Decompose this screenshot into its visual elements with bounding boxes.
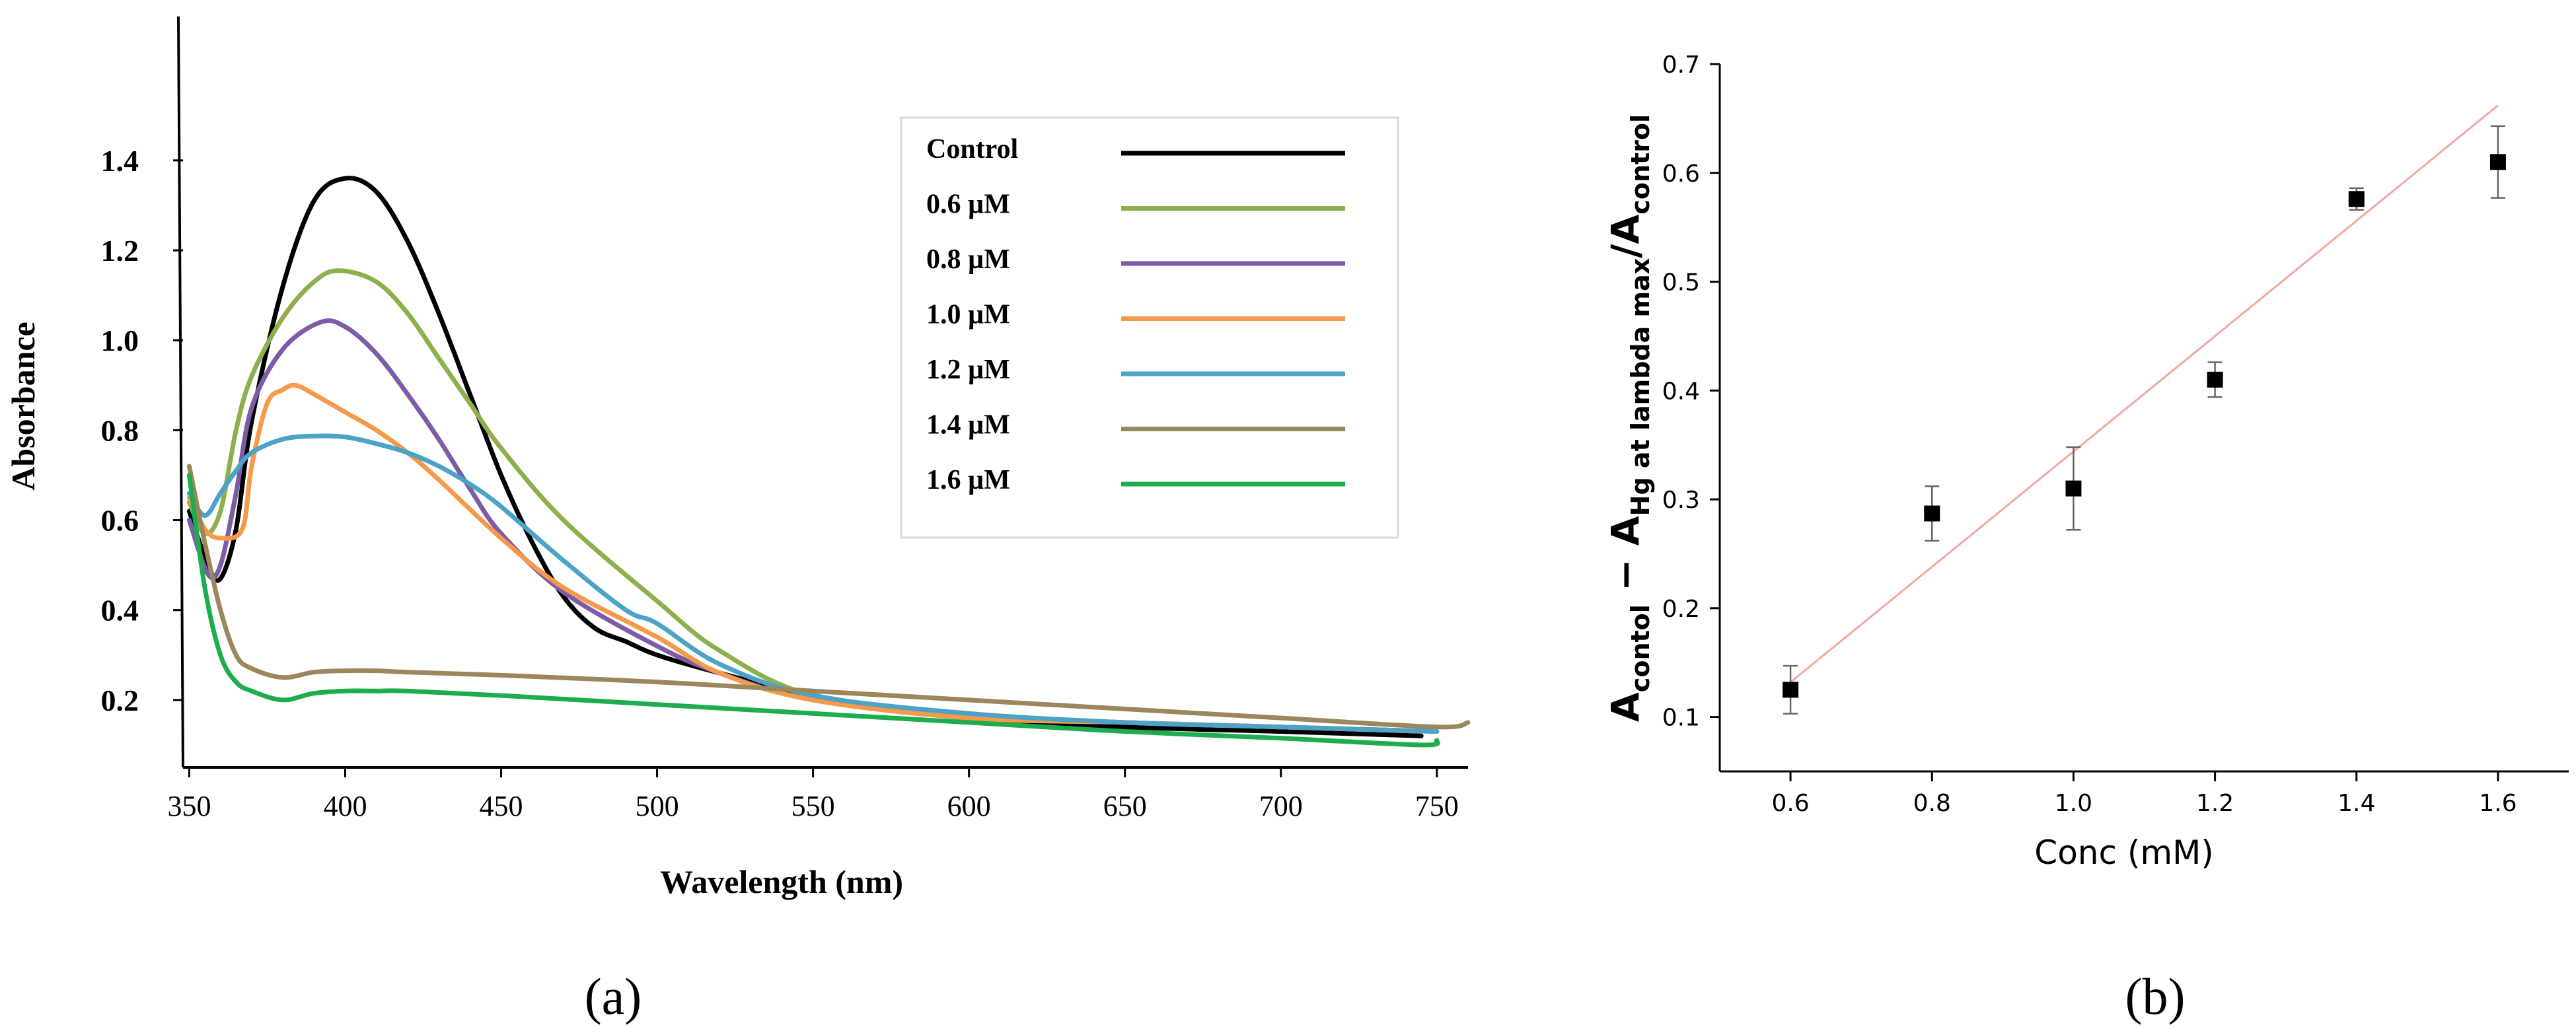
- a-y-tick-label: 0.8: [101, 413, 139, 447]
- a-x-axis-label: Wavelength (nm): [660, 863, 903, 900]
- a-legend-label: 1.4 µM: [926, 410, 1010, 441]
- a-legend-label: 1.6 µM: [926, 465, 1010, 495]
- b-x-tick-label: 1.2: [2196, 790, 2234, 817]
- b-y-label-a2: A: [1603, 516, 1648, 546]
- a-x-tick-label: 350: [167, 790, 211, 822]
- b-x-ticks: 0.6 0.8 1.0 1.2 1.4 1.6: [1771, 771, 2517, 817]
- a-y-tick-label: 0.4: [101, 594, 139, 627]
- b-y-tick-label: 0.4: [1662, 378, 1700, 405]
- b-y-label-sub1: contol: [1626, 604, 1655, 692]
- b-x-tick-label: 0.8: [1913, 790, 1951, 817]
- a-series-line: [186, 433, 1440, 734]
- a-x-tick-label: 500: [636, 790, 679, 822]
- a-y-tick-label: 1.0: [101, 324, 139, 357]
- absorbance-series-group: [186, 176, 1471, 748]
- b-y-ticks: 0.1 0.2 0.3 0.4 0.5 0.6 0.7: [1662, 52, 1720, 732]
- a-x-tick-label: 750: [1415, 790, 1459, 822]
- b-x-tick-label: 1.0: [2055, 790, 2092, 817]
- a-legend-label: 0.6 µM: [926, 190, 1010, 220]
- b-data-point: [2207, 371, 2223, 388]
- b-y-tick-label: 0.5: [1662, 269, 1700, 297]
- b-data-point: [1924, 505, 1940, 522]
- a-legend-label: Control: [926, 134, 1018, 164]
- a-y-ticks: 0.2 0.4 0.6 0.8 1.0 1.2 1.4: [101, 144, 183, 717]
- b-data-point: [2065, 480, 2082, 497]
- a-series-line: [186, 464, 1471, 730]
- b-y-tick-label: 0.6: [1662, 160, 1700, 188]
- a-y-tick-label: 0.6: [101, 504, 139, 538]
- b-y-tick-label: 0.1: [1662, 705, 1700, 732]
- a-x-tick-label: 700: [1259, 790, 1303, 822]
- b-x-tick-label: 0.6: [1771, 790, 1809, 817]
- a-y-tick-label: 0.2: [101, 684, 139, 717]
- a-legend-box: [900, 116, 1399, 539]
- b-y-tick-label: 0.2: [1662, 596, 1700, 623]
- a-legend: Control 0.6 µM 0.8 µM 1.0 µM 1.2 µM 1.4 µM 1.6…: [900, 116, 1399, 539]
- absorbance-chart: 0.2 0.4 0.6 0.8 1.0 1.2 1.4 350 400 450 500 550 600…: [5, 16, 1471, 1025]
- b-y-tick-label: 0.7: [1662, 52, 1700, 79]
- panel-a-label: (a): [585, 968, 642, 1025]
- panel-b-label: (b): [2125, 968, 2186, 1025]
- a-y-tick-label: 1.4: [101, 144, 139, 178]
- a-y-axis-line: [177, 16, 184, 768]
- b-data-point: [2489, 154, 2506, 170]
- a-legend-entries: Control 0.6 µM 0.8 µM 1.0 µM 1.2 µM 1.4 µM 1.6…: [926, 134, 1345, 495]
- b-data-point: [1783, 682, 1799, 698]
- a-x-tick-label: 550: [791, 790, 835, 822]
- b-points-group: [1783, 125, 2506, 715]
- b-y-label-sub3: control: [1626, 114, 1655, 215]
- a-y-axis-label: Absorbance: [5, 322, 42, 491]
- b-y-label-minus: −: [1603, 546, 1648, 604]
- b-y-label-a3: A: [1603, 215, 1648, 244]
- a-legend-label: 0.8 µM: [926, 244, 1010, 275]
- b-x-tick-label: 1.4: [2337, 790, 2375, 817]
- b-fit-line: [1790, 104, 2499, 684]
- b-y-label-slash: /: [1603, 244, 1648, 258]
- b-y-label-a1: A: [1603, 692, 1648, 722]
- a-x-ticks: 350 400 450 500 550 600 650 700 750: [167, 767, 1459, 822]
- a-legend-label: 1.0 µM: [926, 300, 1010, 330]
- b-fit-line-group: [1790, 104, 2499, 684]
- a-x-tick-label: 600: [947, 790, 991, 822]
- a-series-line: [186, 473, 1440, 748]
- a-x-tick-label: 650: [1103, 790, 1147, 822]
- b-y-tick-label: 0.3: [1662, 487, 1700, 514]
- b-x-axis-label: Conc (mM): [2034, 833, 2213, 872]
- a-x-tick-label: 450: [480, 790, 523, 822]
- b-y-label-sub2: Hg at lambda max: [1626, 258, 1655, 516]
- b-y-axis-label: Acontol − AHg at lambda max/Acontrol: [1603, 114, 1655, 722]
- a-y-tick-label: 1.2: [101, 234, 139, 267]
- a-x-tick-label: 400: [323, 790, 367, 822]
- a-legend-label: 1.2 µM: [926, 355, 1010, 385]
- b-x-tick-label: 1.6: [2479, 790, 2517, 817]
- b-data-point: [2348, 191, 2365, 207]
- ratio-chart: 0.1 0.2 0.3 0.4 0.5 0.6 0.7 0.6 0.8 1.0 1.2 1.4 1.6…: [1603, 52, 2569, 1025]
